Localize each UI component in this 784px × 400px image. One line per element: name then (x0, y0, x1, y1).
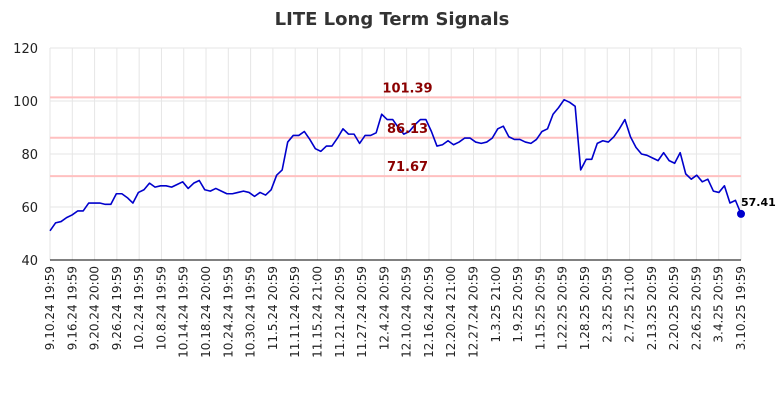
x-tick-label: 11.5.24 20:59 (266, 266, 280, 350)
x-tick-label: 11.21.24 20:59 (333, 266, 347, 358)
y-tick-label: 60 (21, 201, 38, 216)
x-tick-label: 2.3.25 20:59 (600, 266, 614, 343)
last-value-label: 57.41 (741, 196, 776, 209)
axes: 40 60 80 100 120 9.10.24 19:59 9.16.24 19:59 9.… (13, 42, 748, 358)
x-tick-label: 3.4.25 20:59 (712, 266, 726, 343)
chart-title: LITE Long Term Signals (275, 9, 510, 30)
reference-lines (50, 96, 741, 178)
x-tick-label: 3.10.25 19:59 (734, 266, 748, 350)
labels: 101.39 86.13 71.67 57.41 (382, 81, 775, 209)
x-tick-label: 2.20.25 20:59 (667, 266, 681, 350)
x-tick-label: 12.4.24 20:59 (377, 266, 391, 350)
x-tick-label: 1.9.25 20:59 (511, 266, 525, 343)
x-tick-label: 11.27.24 20:59 (355, 266, 369, 358)
reference-line-label: 101.39 (382, 81, 432, 96)
x-tick-label: 12.16.24 20:59 (422, 266, 436, 358)
x-tick-label: 9.10.24 19:59 (43, 266, 57, 350)
x-tick-label: 11.15.24 21:00 (310, 266, 324, 358)
x-tick-label: 12.20.24 21:00 (444, 266, 458, 358)
x-tick-label: 10.2.24 19:59 (132, 266, 146, 350)
reference-line-label: 71.67 (387, 160, 428, 175)
y-tick-label: 100 (13, 95, 38, 110)
x-tick-label: 9.16.24 19:59 (65, 266, 79, 350)
x-tick-label: 1.28.25 20:59 (578, 266, 592, 350)
x-tick-label: 10.24.24 19:59 (221, 266, 235, 358)
x-tick-label: 1.22.25 20:59 (556, 266, 570, 350)
x-tick-label: 9.26.24 19:59 (110, 266, 124, 350)
y-tick-label: 120 (13, 42, 38, 57)
series-layer (49, 98, 745, 232)
x-tick-label: 10.14.24 19:59 (177, 266, 191, 358)
x-tick-label: 12.27.24 20:59 (467, 266, 481, 358)
last-point-marker (737, 209, 745, 218)
x-tick-label: 2.7.25 21:00 (623, 266, 637, 343)
x-tick-label: 12.10.24 20:59 (400, 266, 414, 358)
grid (49, 47, 742, 261)
x-tick-label: 1.15.25 20:59 (533, 266, 547, 350)
x-tick-label: 2.13.25 20:59 (645, 266, 659, 350)
reference-line-label: 86.13 (387, 122, 428, 137)
y-tick-label: 80 (21, 148, 38, 163)
x-tick-label: 9.20.24 20:00 (88, 266, 102, 350)
x-tick-label: 10.8.24 19:59 (154, 266, 168, 350)
x-tick-label: 10.18.24 20:00 (199, 266, 213, 358)
x-tick-label: 10.30.24 19:59 (244, 266, 258, 358)
y-tick-label: 40 (21, 254, 38, 269)
x-tick-label: 1.3.25 21:00 (489, 266, 503, 343)
x-tick-label: 11.11.24 20:59 (288, 266, 302, 358)
x-tick-label: 2.26.25 20:59 (689, 266, 703, 350)
price-line (49, 98, 742, 232)
